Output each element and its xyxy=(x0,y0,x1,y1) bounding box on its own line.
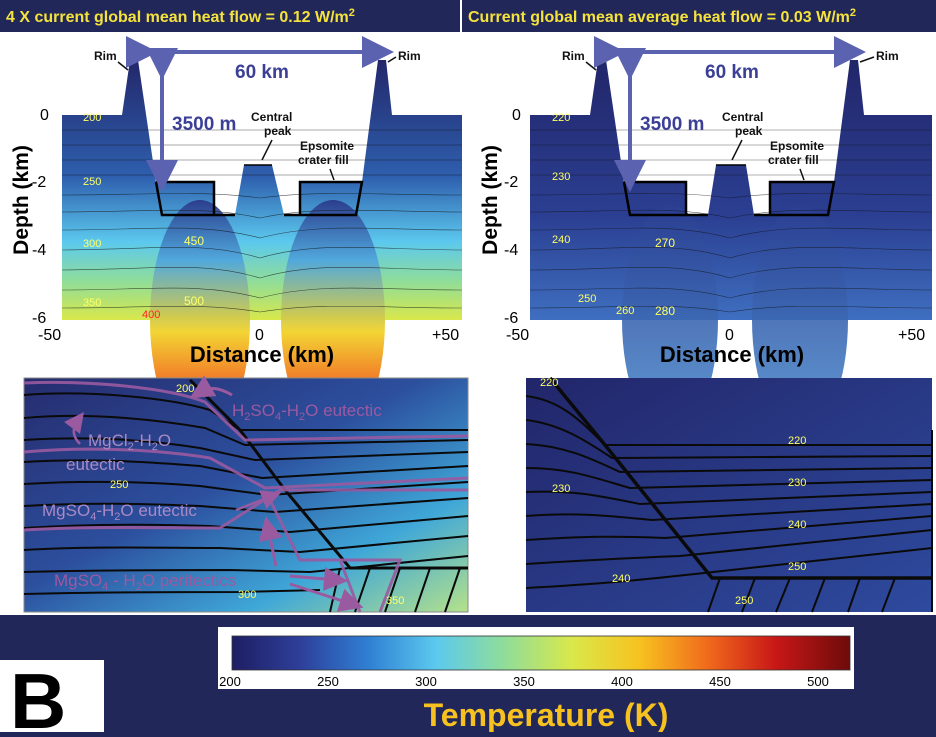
right-header: Current global mean average heat flow = … xyxy=(468,7,856,26)
colorbar-tick-250: 250 xyxy=(317,674,339,689)
right-temp-230: 230 xyxy=(552,171,570,183)
zoom-right-temp-220-a: 220 xyxy=(540,377,558,389)
right-central-peak-label-2: peak xyxy=(735,124,763,138)
right-temp-220: 220 xyxy=(552,112,570,124)
zoom-right-temp-240-b: 240 xyxy=(788,519,806,531)
zoom-right-temp-230-b: 230 xyxy=(788,477,806,489)
left-central-peak-label-1: Central xyxy=(251,110,292,124)
mgso4-peritectics-label: MgSO4 - H2O peritectics xyxy=(54,571,236,593)
left-temp-500: 500 xyxy=(184,294,204,308)
left-ytick-0: 0 xyxy=(40,107,49,124)
right-temp-270: 270 xyxy=(655,236,675,250)
right-xtick-neg50: -50 xyxy=(506,327,529,344)
colorbar-tick-350: 350 xyxy=(513,674,535,689)
zoom-left-isolines xyxy=(23,378,469,613)
right-temp-280: 280 xyxy=(655,304,675,318)
colorbar-tick-450: 450 xyxy=(709,674,731,689)
right-ytick-0: 0 xyxy=(512,107,521,124)
left-rim-pointer-1 xyxy=(117,61,129,71)
right-xtick-0: 0 xyxy=(725,327,734,344)
right-temp-260: 260 xyxy=(616,305,634,317)
panel-label-box xyxy=(0,660,104,732)
zoom-right-temp-220-b: 220 xyxy=(788,435,806,447)
colorbar-tick-200: 200 xyxy=(219,674,241,689)
left-temp-350: 350 xyxy=(83,297,101,309)
left-temp-250: 250 xyxy=(83,176,101,188)
zoom-left-temp-200: 200 xyxy=(176,383,194,395)
left-fill-label-1: Epsomite xyxy=(300,139,354,153)
right-central-peak-label-1: Central xyxy=(722,110,763,124)
zoom-left: 200 250 300 350 H2SO4-H2O eutectic MgCl2… xyxy=(23,375,469,613)
left-central-peak-label-2: peak xyxy=(264,124,292,138)
left-rim-label-1: Rim xyxy=(94,49,117,63)
right-ytick-6: -6 xyxy=(504,310,518,327)
left-ytick-6: -6 xyxy=(32,310,46,327)
zoom-left-temp-350: 350 xyxy=(386,595,404,607)
zoom-right-temp-250-b: 250 xyxy=(735,595,753,607)
colorbar-label: Temperature (K) xyxy=(424,697,669,732)
panel-label: B xyxy=(10,657,66,732)
zoom-right-temp-240-a: 240 xyxy=(612,573,630,585)
zoom-left-temp-250: 250 xyxy=(110,479,128,491)
left-ytick-2: -2 xyxy=(32,174,46,191)
colorbar-tick-500: 500 xyxy=(807,674,829,689)
right-ytick-4: -4 xyxy=(504,242,518,259)
left-xtick-0: 0 xyxy=(255,327,264,344)
left-ylabel: Depth (km) xyxy=(10,145,33,255)
mgcl2-eutectic-label-2: eutectic xyxy=(66,455,125,474)
left-ytick-4: -4 xyxy=(32,242,46,259)
zoom-left-eutectic-lines xyxy=(23,380,469,613)
left-temp-450: 450 xyxy=(184,234,204,248)
left-temp-200: 200 xyxy=(83,112,101,124)
right-temp-240: 240 xyxy=(552,234,570,246)
left-width-label: 60 km xyxy=(235,62,289,83)
h2so4-eutectic-label: H2SO4-H2O eutectic xyxy=(232,401,382,423)
right-temp-250: 250 xyxy=(578,293,596,305)
right-depth-label: 3500 m xyxy=(640,114,704,135)
left-xtick-pos50: +50 xyxy=(432,327,459,344)
zoom-right-isolines xyxy=(525,376,933,613)
zoom-left-temp-300: 300 xyxy=(238,589,256,601)
right-xlabel: Distance (km) xyxy=(660,342,804,367)
left-temp-400: 400 xyxy=(142,309,160,321)
zoom-right-temp-250-a: 250 xyxy=(788,561,806,573)
colorbar: 200 250 300 350 400 450 500 Temperature … xyxy=(218,627,854,733)
right-ylabel: Depth (km) xyxy=(479,145,502,255)
colorbar-gradient xyxy=(231,635,851,671)
left-header: 4 X current global mean heat flow = 0.12… xyxy=(6,7,355,26)
right-fill-label-1: Epsomite xyxy=(770,139,824,153)
colorbar-tick-300: 300 xyxy=(415,674,437,689)
mgcl2-eutectic-label: MgCl2-H2O xyxy=(88,431,171,453)
left-fill-label-2: crater fill xyxy=(298,153,349,167)
left-depth-label: 3500 m xyxy=(172,114,236,135)
left-header-bar xyxy=(0,0,460,32)
right-xtick-pos50: +50 xyxy=(898,327,925,344)
right-fill-label-2: crater fill xyxy=(768,153,819,167)
left-rim-label-2: Rim xyxy=(398,49,421,63)
right-width-label: 60 km xyxy=(705,62,759,83)
zoom-right-temp-230-a: 230 xyxy=(552,483,570,495)
right-ytick-2: -2 xyxy=(504,174,518,191)
left-xlabel: Distance (km) xyxy=(190,342,334,367)
right-section: 220 230 240 250 260 270 280 Rim Rim 60 k… xyxy=(479,36,933,435)
mgso4-eutectic-label: MgSO4-H2O eutectic xyxy=(42,501,197,523)
left-xtick-neg50: -50 xyxy=(38,327,61,344)
right-rim-label-1: Rim xyxy=(562,49,585,63)
left-temp-300: 300 xyxy=(83,238,101,250)
right-header-bar xyxy=(462,0,936,32)
colorbar-tick-400: 400 xyxy=(611,674,633,689)
zoom-right: 220 220 230 230 240 240 250 250 xyxy=(525,376,933,613)
right-isolines xyxy=(529,129,933,313)
right-rim-label-2: Rim xyxy=(876,49,899,63)
